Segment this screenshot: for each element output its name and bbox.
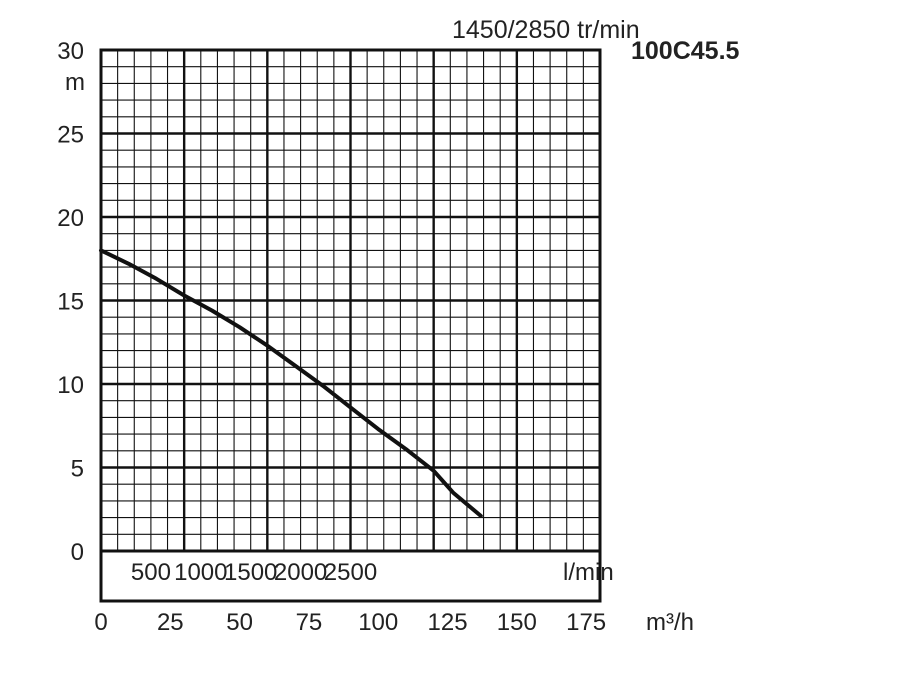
lmin-axis-unit-label: l/min: [563, 559, 614, 586]
y-tick-label: 0: [71, 539, 84, 566]
lmin-tick-label: 1000: [174, 559, 227, 586]
y-tick-label: 20: [57, 205, 84, 232]
chart-title-model: 100C45.5: [631, 37, 740, 65]
m3h-tick-label: 0: [94, 609, 107, 636]
m3h-tick-label: 100: [358, 609, 398, 636]
y-tick-label: 5: [71, 456, 84, 483]
y-tick-label: 15: [57, 289, 84, 316]
y-axis-unit-label: m: [65, 69, 85, 96]
m3h-tick-label: 175: [566, 609, 606, 636]
y-tick-labels: 0 5 10 15 20 25 30: [57, 38, 84, 566]
lmin-tick-label: 2000: [274, 559, 327, 586]
m3h-tick-label: 25: [157, 609, 184, 636]
grid: [101, 50, 600, 551]
curve-layer: [99, 248, 483, 518]
m3h-tick-label: 150: [497, 609, 537, 636]
lmin-tick-label: 1500: [224, 559, 277, 586]
performance-curve: [99, 248, 483, 518]
lmin-tick-label: 2500: [324, 559, 377, 586]
lmin-tick-label: 500: [131, 559, 171, 586]
m3h-tick-label: 125: [428, 609, 468, 636]
m3h-axis-unit-label: m³/h: [646, 609, 694, 636]
y-tick-label: 25: [57, 122, 84, 149]
m3h-tick-labels: 0 25 50 75 100 125 150 175: [94, 609, 606, 636]
flow-axis-band: [99, 549, 602, 603]
m3h-tick-label: 75: [296, 609, 323, 636]
y-tick-label: 30: [57, 38, 84, 65]
y-tick-label: 10: [57, 372, 84, 399]
chart-title-speed: 1450/2850 tr/min: [452, 16, 640, 44]
m3h-tick-label: 50: [226, 609, 253, 636]
